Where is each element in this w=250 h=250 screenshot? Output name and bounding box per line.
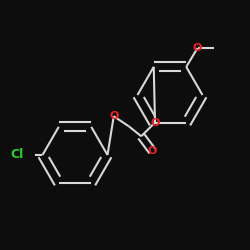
- Text: Cl: Cl: [10, 148, 24, 162]
- Text: O: O: [150, 118, 160, 128]
- Text: O: O: [193, 43, 202, 53]
- Text: O: O: [109, 111, 118, 121]
- Text: O: O: [148, 146, 157, 156]
